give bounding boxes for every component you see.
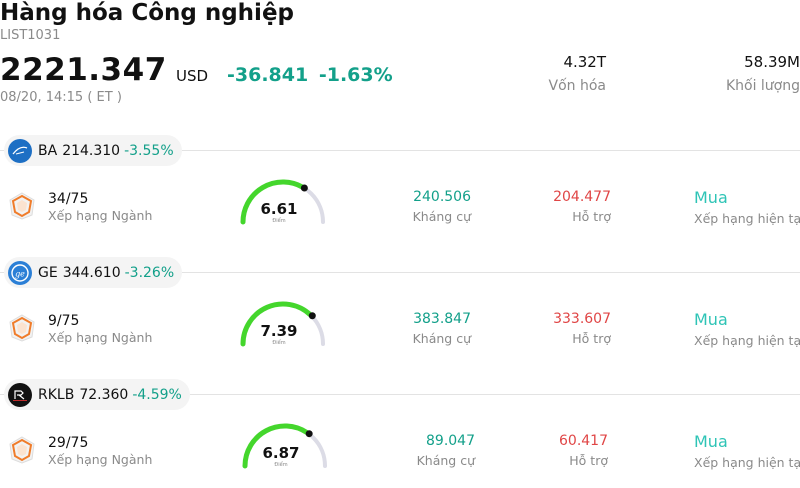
current-rating-label: Xếp hạng hiện tại [694,455,800,470]
ge-logo-icon: ge [8,260,32,285]
industry-rank-icon [9,192,35,220]
list-code: LIST1031 [0,28,61,43]
score-value: 7.39 [260,322,298,340]
industry-rank-value: 29/75 [48,435,89,451]
current-rating-label: Xếp hạng hiện tại [694,333,800,348]
page-title: Hàng hóa Công nghiệp [0,0,295,26]
industry-rank-icon [9,314,35,342]
current-rating-value: Mua [694,310,728,329]
support-value: 60.417 [559,433,608,449]
current-rating-value: Mua [694,188,728,207]
support-label: Hỗ trợ [572,331,611,346]
stock-symbol: GE [38,264,58,281]
row-divider [0,272,800,273]
rocket-lab-logo-icon [8,382,32,407]
industry-rank-label: Xếp hạng Ngành [48,330,153,345]
timestamp: 08/20, 14:15 ( ET ) [0,90,122,105]
support-value: 333.607 [553,311,611,327]
change-percent: -1.63% [318,64,393,86]
gauge-marker [300,184,308,192]
industry-rank-value: 9/75 [48,313,80,329]
industry-rank-icon [9,436,35,464]
support-label: Hỗ trợ [569,453,608,468]
market-cap-value: 4.32T [563,53,606,71]
stock-price: 72.360 [79,386,129,403]
support-value: 204.477 [553,189,611,205]
stock-change-percent: -3.55% [124,142,174,159]
score-label: Điểm [272,218,286,224]
resistance-label: Kháng cự [412,209,471,224]
support-label: Hỗ trợ [572,209,611,224]
current-rating-label: Xếp hạng hiện tại [694,211,800,226]
price-change: -36.841 -1.63% [227,64,393,86]
stock-price: 344.610 [62,264,121,281]
score-value: 6.87 [262,444,300,462]
row-divider [0,150,800,151]
row-divider [0,394,800,395]
stock-change-percent: -4.59% [132,386,182,403]
stock-change-percent: -3.26% [124,264,175,281]
stock-chip-ba[interactable]: BA 214.310 -3.55% [4,135,182,166]
score-label: Điểm [274,462,288,468]
score-gauge [240,179,325,225]
market-cap-label: Vốn hóa [548,78,606,94]
industry-rank-value: 34/75 [48,191,89,207]
stock-price: 214.310 [62,142,121,159]
index-price: 2221.347 [0,52,167,88]
current-rating-value: Mua [694,432,728,451]
change-value: -36.841 [227,64,309,86]
industry-rank-label: Xếp hạng Ngành [48,452,153,467]
stock-chip-rklb[interactable]: RKLB 72.360 -4.59% [4,379,190,410]
stock-chip-ge[interactable]: ge GE 344.610 -3.26% [4,257,183,288]
gauge-marker [308,312,316,320]
resistance-value: 89.047 [426,433,475,449]
currency-label: USD [176,67,209,85]
resistance-value: 383.847 [413,311,471,327]
gauge-fill [242,423,310,469]
score-value: 6.61 [260,200,298,218]
resistance-label: Kháng cự [416,453,475,468]
volume-value: 58.39M [744,53,800,71]
stock-symbol: RKLB [38,386,75,403]
resistance-label: Kháng cự [412,331,471,346]
svg-text:ge: ge [15,269,25,278]
resistance-value: 240.506 [413,189,471,205]
gauge-marker [305,430,313,438]
gauge-fill [240,179,305,225]
score-label: Điểm [272,340,286,346]
industry-rank-label: Xếp hạng Ngành [48,208,153,223]
score-gauge [242,423,327,469]
stock-symbol: BA [38,142,58,159]
volume-label: Khối lượng [725,78,800,94]
score-gauge [240,301,325,347]
gauge-fill [240,301,313,347]
boeing-logo-icon [8,138,32,163]
